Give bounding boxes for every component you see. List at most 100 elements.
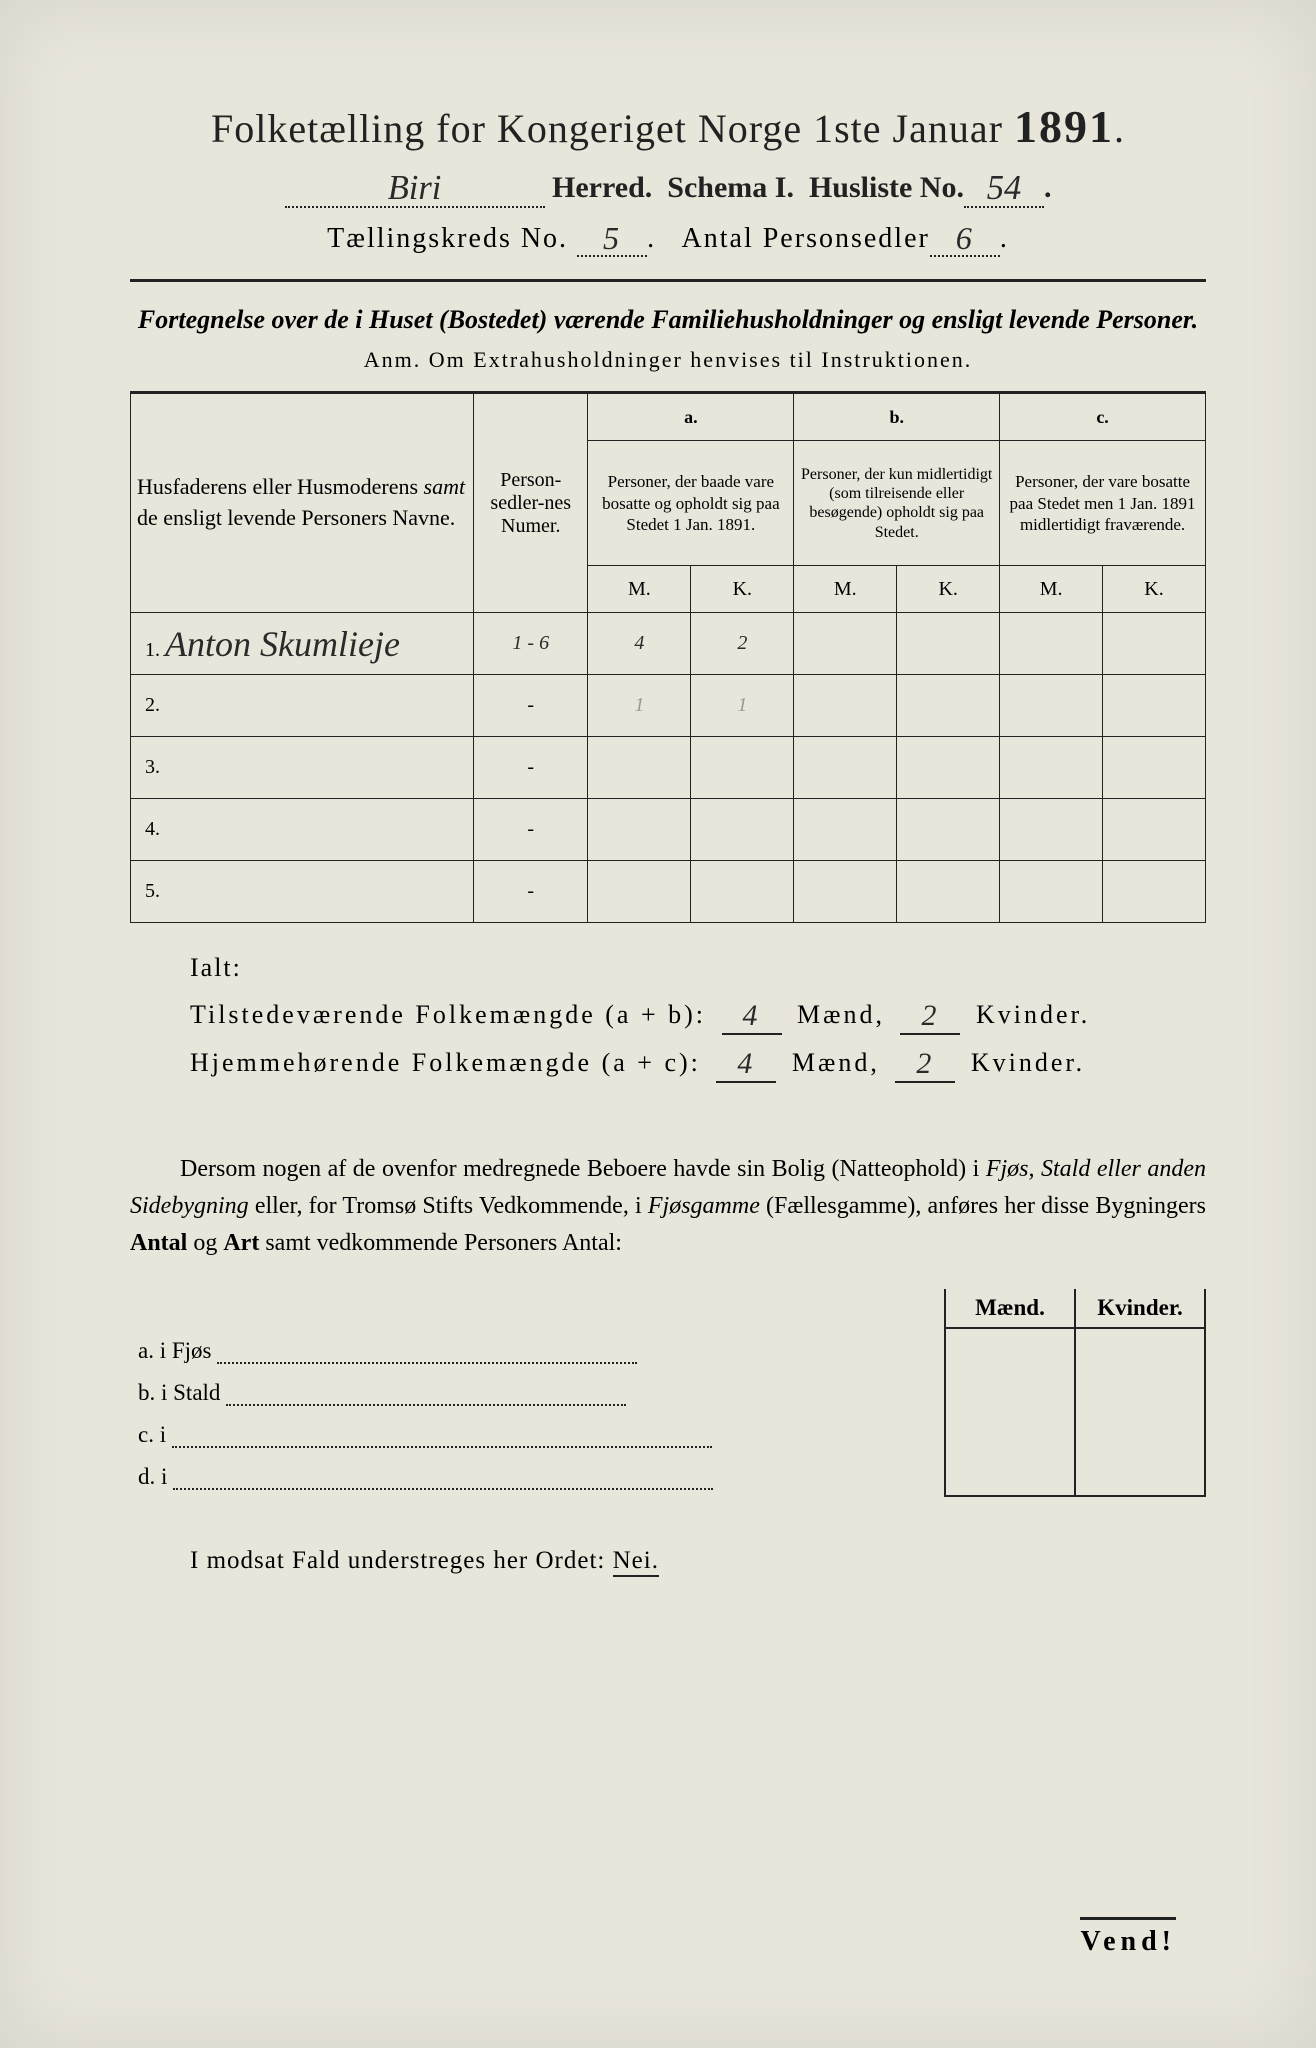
annotation-line: Anm. Om Extrahusholdninger henvises til … [130,347,1206,373]
husliste-label: Husliste No. [809,171,964,204]
cell-c-m [1000,675,1103,737]
cell-c-m [1000,737,1103,799]
table-row: 3. - [131,737,1206,799]
herred-field: Biri [285,167,545,208]
title-prefix: Folketælling for Kongeriget Norge 1ste J… [211,106,1003,151]
bt-k [1075,1412,1205,1454]
cell-b-k [897,613,1000,675]
bt-m [945,1412,1075,1454]
bt-label: d. i [130,1454,945,1496]
table-row: 1. Anton Skumlieje 1 - 6 4 2 [131,613,1206,675]
cell-num: 1 - 6 [474,613,588,675]
row-num: 4. [131,799,474,861]
col-b-k: K. [897,566,1000,613]
bt-k [1075,1328,1205,1370]
row-num: 3. [131,737,474,799]
cell-c-k [1103,675,1206,737]
bt-maend: Mænd. [945,1289,1075,1328]
col-a-k: K. [691,566,794,613]
col-header-numer: Person-sedler-nes Numer. [474,393,588,613]
col-header-a-text: Personer, der baade vare bosatte og opho… [588,441,794,566]
buildings-head: Mænd. Kvinder. [130,1289,1205,1328]
row-num: 5. [131,861,474,923]
cell-b-m [794,799,897,861]
bt-label: b. i Stald [130,1370,945,1412]
closing-line: I modsat Fald understreges her Ordet: Ne… [130,1547,1206,1575]
header-line-3: Tællingskreds No. 5. Antal Personsedler6… [130,218,1206,257]
cell-a-k: 1 [691,675,794,737]
col-a-m: M. [588,566,691,613]
cell-a-m [588,737,691,799]
table-row: 5. - [131,861,1206,923]
census-form-page: Folketælling for Kongeriget Norge 1ste J… [0,0,1316,2048]
husliste-field: 54 [964,167,1044,208]
cell-num: - [474,861,588,923]
schema-label: Schema I. [667,171,794,204]
bt-label: a. i Fjøs [130,1328,945,1370]
table-head: Husfaderens eller Husmoderens samt de en… [131,393,1206,613]
cell-c-m [1000,613,1103,675]
census-table: Husfaderens eller Husmoderens samt de en… [130,391,1206,923]
kreds-label: Tællingskreds No. [327,223,568,254]
col-header-a-letter: a. [588,393,794,441]
herred-label: Herred. [552,171,652,204]
subtitle: Fortegnelse over de i Huset (Bostedet) v… [130,302,1206,337]
building-row: b. i Stald [130,1370,1205,1412]
bt-kvinder: Kvinder. [1075,1289,1205,1328]
cell-b-k [897,737,1000,799]
col-header-c-letter: c. [1000,393,1206,441]
nei-word: Nei. [613,1547,659,1577]
buildings-paragraph: Dersom nogen af de ovenfor medregnede Be… [130,1151,1206,1263]
vend-label: Vend! [1080,1917,1176,1958]
kreds-field: 5 [577,218,647,257]
cell-b-m [794,861,897,923]
cell-c-m [1000,861,1103,923]
cell-c-k [1103,861,1206,923]
cell-b-k [897,861,1000,923]
personsedler-label: Antal Personsedler [682,223,930,254]
row-num: 2. [131,675,474,737]
cell-a-k [691,737,794,799]
building-row: c. i [130,1412,1205,1454]
cell-c-k [1103,799,1206,861]
divider-1 [130,279,1206,282]
row-num: 1. Anton Skumlieje [131,613,474,675]
cell-a-k: 2 [691,613,794,675]
cell-a-m [588,799,691,861]
main-title: Folketælling for Kongeriget Norge 1ste J… [130,100,1206,153]
col-c-m: M. [1000,566,1103,613]
cell-num: - [474,799,588,861]
col-b-m: M. [794,566,897,613]
title-year: 1891 [1014,101,1114,152]
bt-label: c. i [130,1412,945,1454]
bt-m [945,1328,1075,1370]
hjemme-m: 4 [716,1047,776,1083]
cell-c-k [1103,613,1206,675]
cell-a-m [588,861,691,923]
ialt-label: Ialt: [190,953,1206,983]
hjemme-k: 2 [895,1047,955,1083]
bt-k [1075,1370,1205,1412]
col-c-k: K. [1103,566,1206,613]
building-row: a. i Fjøs [130,1328,1205,1370]
cell-b-m [794,675,897,737]
cell-b-k [897,799,1000,861]
tilstede-m: 4 [722,999,782,1035]
cell-c-m [1000,799,1103,861]
cell-a-k [691,799,794,861]
col-header-name: Husfaderens eller Husmoderens samt de en… [131,393,474,613]
table-row: 2. - 1 1 [131,675,1206,737]
header-line-2: Biri Herred. Schema I. Husliste No.54. [130,167,1206,208]
building-row: d. i [130,1454,1205,1496]
cell-b-m [794,737,897,799]
cell-a-k [691,861,794,923]
personsedler-field: 6 [930,218,1000,257]
bt-m [945,1370,1075,1412]
cell-num: - [474,675,588,737]
cell-a-m: 1 [588,675,691,737]
cell-a-m: 4 [588,613,691,675]
buildings-table: Mænd. Kvinder. a. i Fjøs b. i Stald c. i… [130,1289,1206,1497]
cell-num: - [474,737,588,799]
bt-m [945,1454,1075,1496]
tilstede-line: Tilstedeværende Folkemængde (a + b): 4 M… [190,997,1206,1033]
